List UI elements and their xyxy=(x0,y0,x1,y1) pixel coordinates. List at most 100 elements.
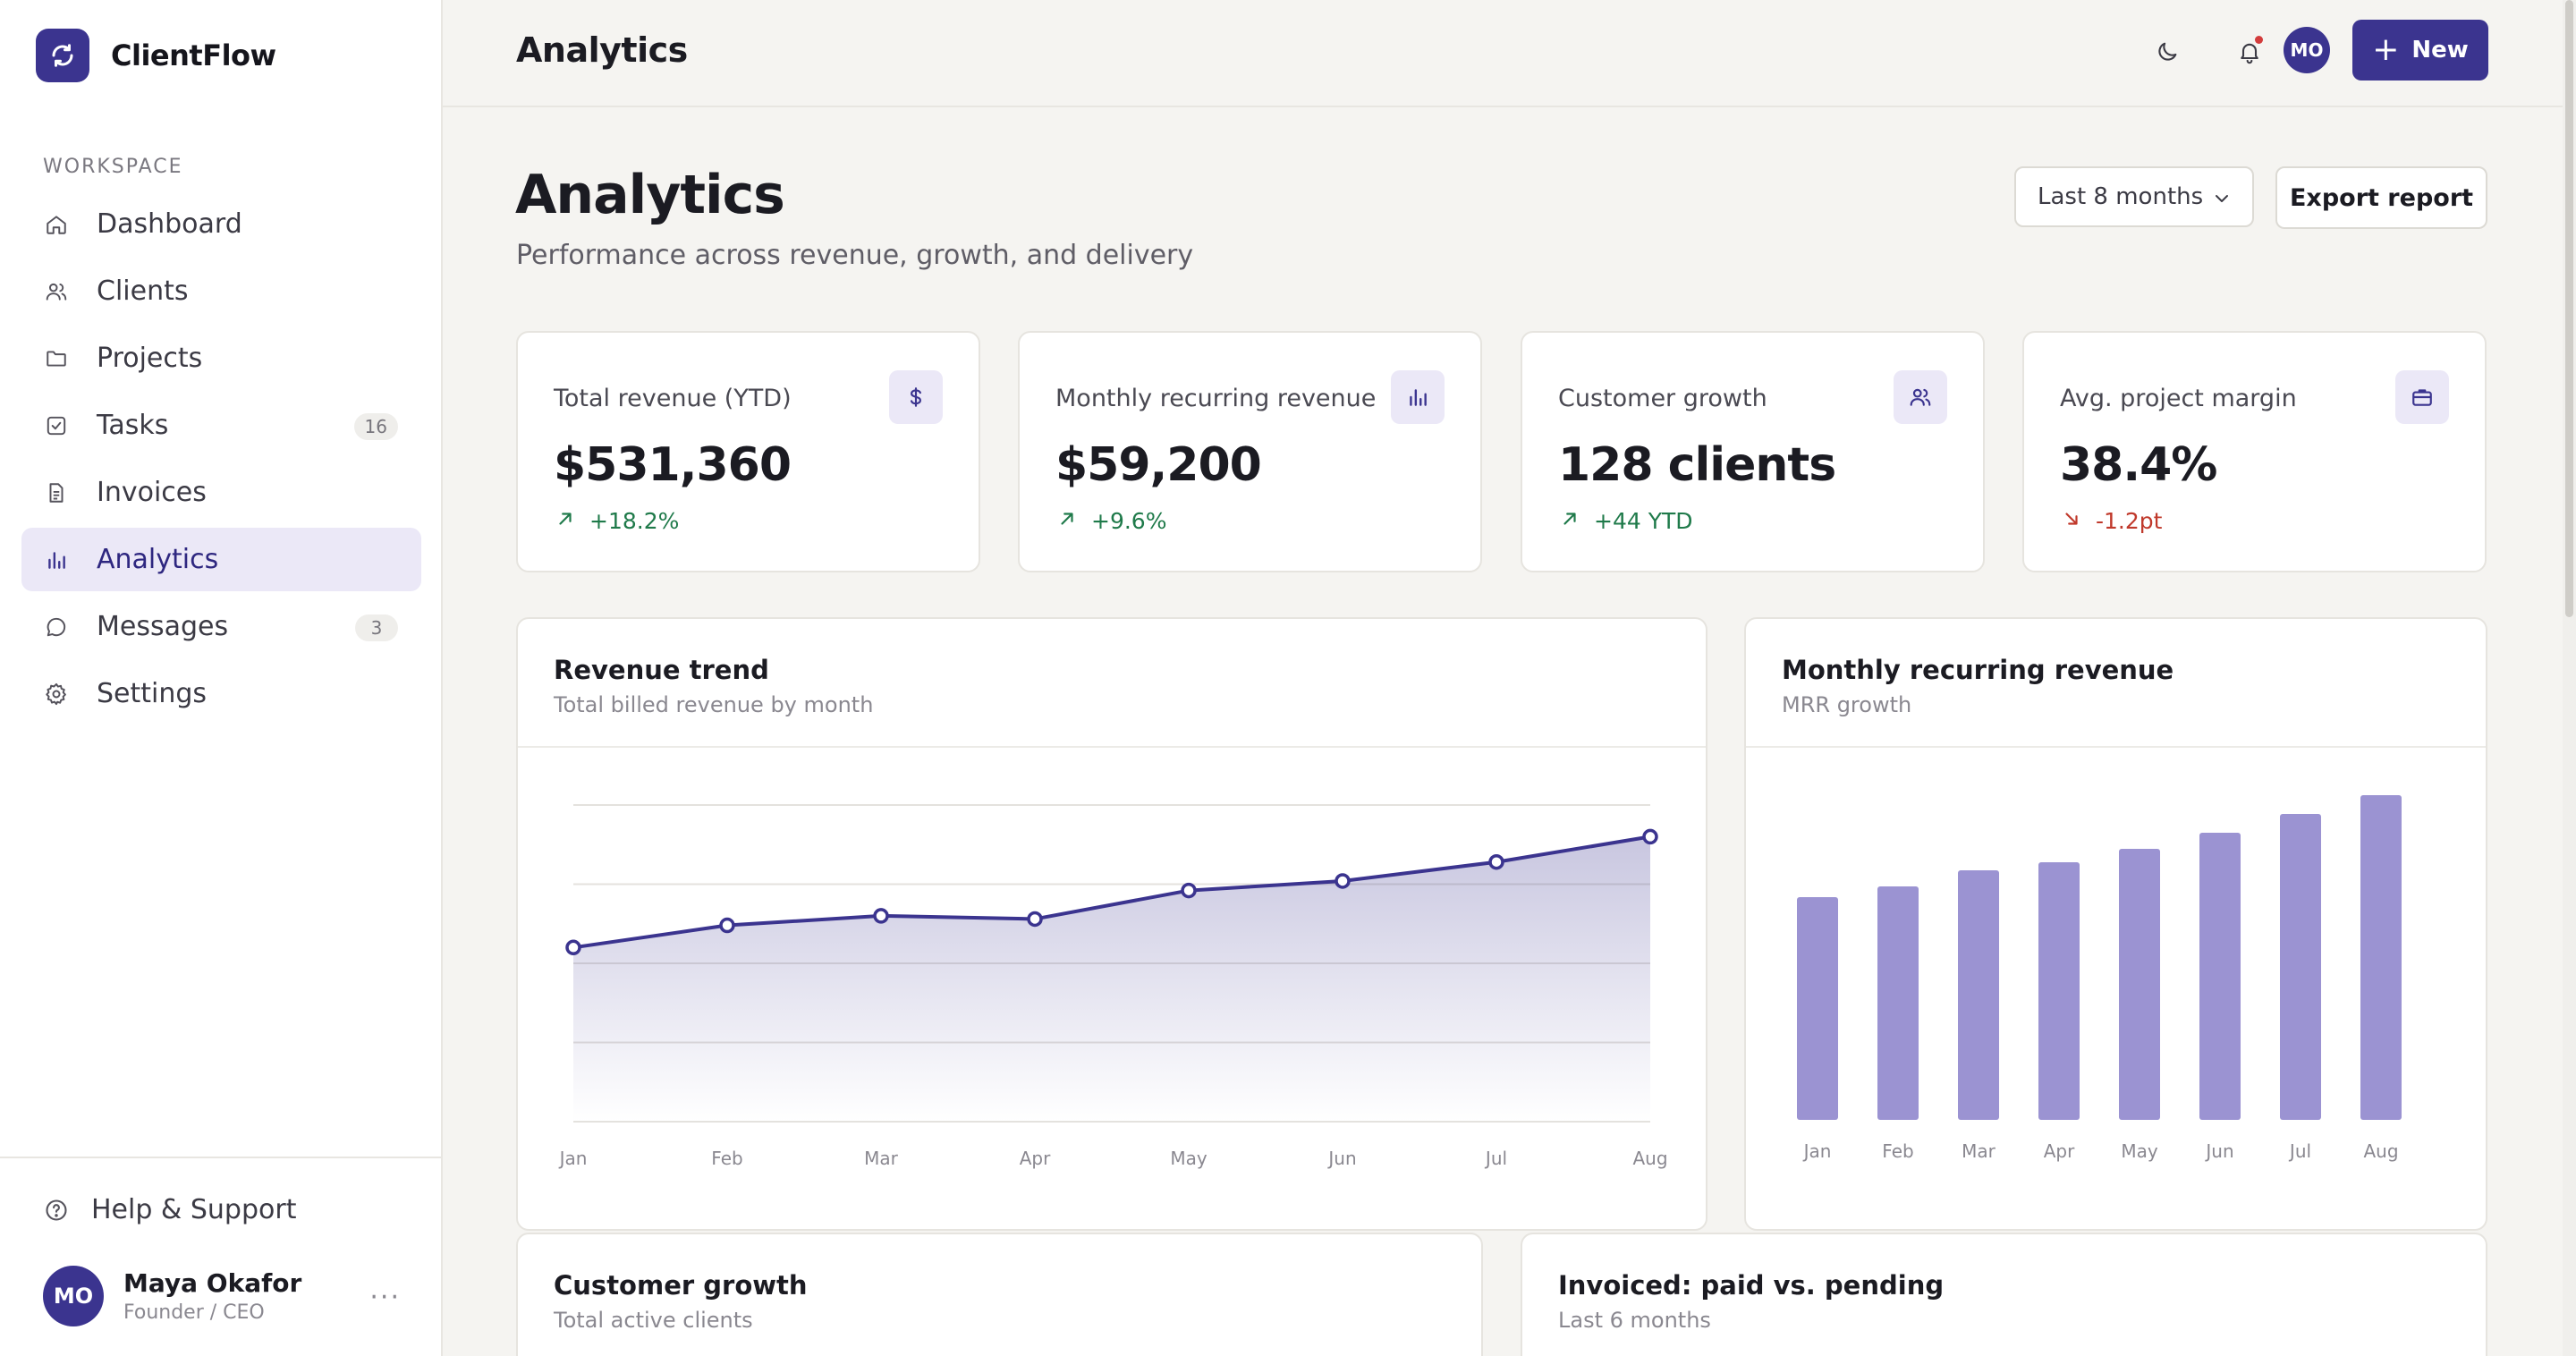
kpi-delta-text: -1.2pt xyxy=(2096,508,2163,534)
brand[interactable]: ClientFlow xyxy=(36,29,276,82)
sidebar-item-label: Projects xyxy=(97,343,203,374)
section-label-workspace: WORKSPACE xyxy=(43,156,183,178)
x-tick-label: Apr xyxy=(1020,1148,1051,1169)
page-title: Analytics xyxy=(515,164,785,226)
moon-icon[interactable] xyxy=(2148,32,2187,72)
brand-name: ClientFlow xyxy=(111,38,276,72)
sidebar-item-tasks[interactable]: Tasks 16 xyxy=(21,394,421,457)
sidebar-item-analytics[interactable]: Analytics xyxy=(21,528,421,591)
sidebar-nav: Dashboard Clients Projects Tasks 16 In xyxy=(21,192,421,729)
revenue-point xyxy=(1642,828,1658,845)
chevron-down-icon xyxy=(2211,188,2233,216)
x-tick-label: Jul xyxy=(2288,1140,2311,1162)
avatar[interactable]: MO xyxy=(2284,27,2330,73)
messages-count-badge: 3 xyxy=(355,614,398,641)
x-tick-label: Apr xyxy=(2044,1140,2075,1162)
help-support-link[interactable]: Help & Support xyxy=(43,1194,296,1225)
new-button[interactable]: + New xyxy=(2352,20,2488,81)
kpi-label: Avg. project margin xyxy=(2060,385,2297,412)
x-tick-label: May xyxy=(1170,1148,1208,1169)
sidebar-item-messages[interactable]: Messages 3 xyxy=(21,595,421,658)
avatar: MO xyxy=(43,1266,104,1326)
sidebar-item-label: Invoices xyxy=(97,477,207,508)
users-icon xyxy=(43,278,70,305)
export-report-button[interactable]: Export report xyxy=(2275,166,2487,229)
kpi-value: 128 clients xyxy=(1558,438,1836,492)
x-tick-label: Aug xyxy=(1632,1148,1667,1169)
bar-chart-icon xyxy=(1391,370,1445,424)
card-subtitle: MRR growth xyxy=(1782,692,1912,717)
x-tick-label: May xyxy=(2121,1140,2158,1162)
sidebar-item-label: Analytics xyxy=(97,544,219,575)
bell-icon[interactable] xyxy=(2230,32,2269,72)
revenue-point xyxy=(1027,911,1043,928)
x-tick-label: Jun xyxy=(1326,1148,1356,1169)
revenue-trend-chart: Jan Feb Mar Apr May Jun Jul Aug xyxy=(558,804,1668,1169)
card-subtitle: Total billed revenue by month xyxy=(554,692,874,717)
refresh-logo-icon xyxy=(36,29,89,82)
message-icon xyxy=(43,614,70,640)
date-range-value: Last 8 months xyxy=(2038,183,2204,210)
scrollbar-thumb[interactable] xyxy=(2565,0,2573,617)
sidebar-item-label: Messages xyxy=(97,611,229,642)
arrow-up-right-icon xyxy=(1057,508,1077,534)
date-range-select[interactable]: Last 8 months xyxy=(2014,166,2254,227)
briefcase-icon xyxy=(2395,370,2449,424)
mrr-bar xyxy=(2038,862,2080,1120)
user-profile[interactable]: MO Maya Okafor Founder / CEO ··· xyxy=(43,1266,401,1326)
kpi-card-mrr: Monthly recurring revenue $59,200 +9.6% xyxy=(1018,331,1482,572)
arrow-down-right-icon xyxy=(2062,508,2081,534)
sidebar-item-label: Tasks xyxy=(97,410,169,441)
home-icon xyxy=(43,211,70,238)
arrow-up-right-icon xyxy=(1560,508,1580,534)
mrr-bar xyxy=(1797,897,1838,1120)
card-title: Revenue trend xyxy=(554,655,769,685)
revenue-point xyxy=(719,917,735,934)
invoiced-card: Invoiced: paid vs. pending Last 6 months xyxy=(1521,1233,2487,1356)
sidebar-item-invoices[interactable]: Invoices xyxy=(21,461,421,524)
kpi-delta-text: +44 YTD xyxy=(1594,508,1693,534)
topbar: Analytics MO + New xyxy=(443,0,2563,107)
sidebar-item-projects[interactable]: Projects xyxy=(21,326,421,390)
sidebar-item-clients[interactable]: Clients xyxy=(21,259,421,323)
bar-chart-icon xyxy=(43,547,70,573)
x-tick-label: Mar xyxy=(864,1148,899,1169)
x-tick-label: Jul xyxy=(1484,1148,1507,1169)
page-scrollbar[interactable] xyxy=(2563,0,2576,1356)
kpi-value: $59,200 xyxy=(1055,438,1262,492)
help-support-label: Help & Support xyxy=(91,1194,297,1225)
kpi-delta: +44 YTD xyxy=(1560,508,1693,534)
mrr-bar xyxy=(2360,795,2402,1120)
sidebar-item-settings[interactable]: Settings xyxy=(21,662,421,725)
topbar-title: Analytics xyxy=(516,30,688,70)
card-subtitle: Last 6 months xyxy=(1558,1308,1711,1333)
revenue-point xyxy=(1335,873,1351,889)
kpi-value: $531,360 xyxy=(554,438,792,492)
kpi-label: Monthly recurring revenue xyxy=(1055,385,1377,412)
notification-dot xyxy=(2255,36,2263,44)
revenue-point xyxy=(565,939,581,956)
folder-icon xyxy=(43,345,70,372)
card-title: Customer growth xyxy=(554,1270,808,1301)
kpi-delta-text: +18.2% xyxy=(589,508,680,534)
customer-growth-card: Customer growth Total active clients xyxy=(516,1233,1483,1356)
mrr-bar xyxy=(1958,870,1999,1120)
card-title: Invoiced: paid vs. pending xyxy=(1558,1270,1945,1301)
sidebar: ClientFlow WORKSPACE Dashboard Clients P… xyxy=(0,0,443,1356)
tasks-count-badge: 16 xyxy=(353,413,398,440)
arrow-up-right-icon xyxy=(555,508,575,534)
kpi-card-project-margin: Avg. project margin 38.4% -1.2pt xyxy=(2022,331,2487,572)
help-circle-icon xyxy=(43,1197,70,1224)
x-tick-label: Jun xyxy=(2204,1140,2233,1162)
x-tick-label: Feb xyxy=(1882,1140,1913,1162)
page-subtitle: Performance across revenue, growth, and … xyxy=(516,240,1194,271)
x-tick-label: Aug xyxy=(2363,1140,2398,1162)
file-icon xyxy=(43,479,70,506)
kpi-label: Total revenue (YTD) xyxy=(554,385,792,412)
card-title: Monthly recurring revenue xyxy=(1782,655,2174,685)
sidebar-item-dashboard[interactable]: Dashboard xyxy=(21,192,421,256)
mrr-card: Monthly recurring revenue MRR growth Jan… xyxy=(1744,617,2487,1231)
mrr-bar-chart: Jan Feb Mar Apr May Jun Jul Aug xyxy=(1797,795,2402,1162)
kpi-delta: -1.2pt xyxy=(2062,508,2162,534)
more-options-icon[interactable]: ··· xyxy=(369,1282,401,1313)
